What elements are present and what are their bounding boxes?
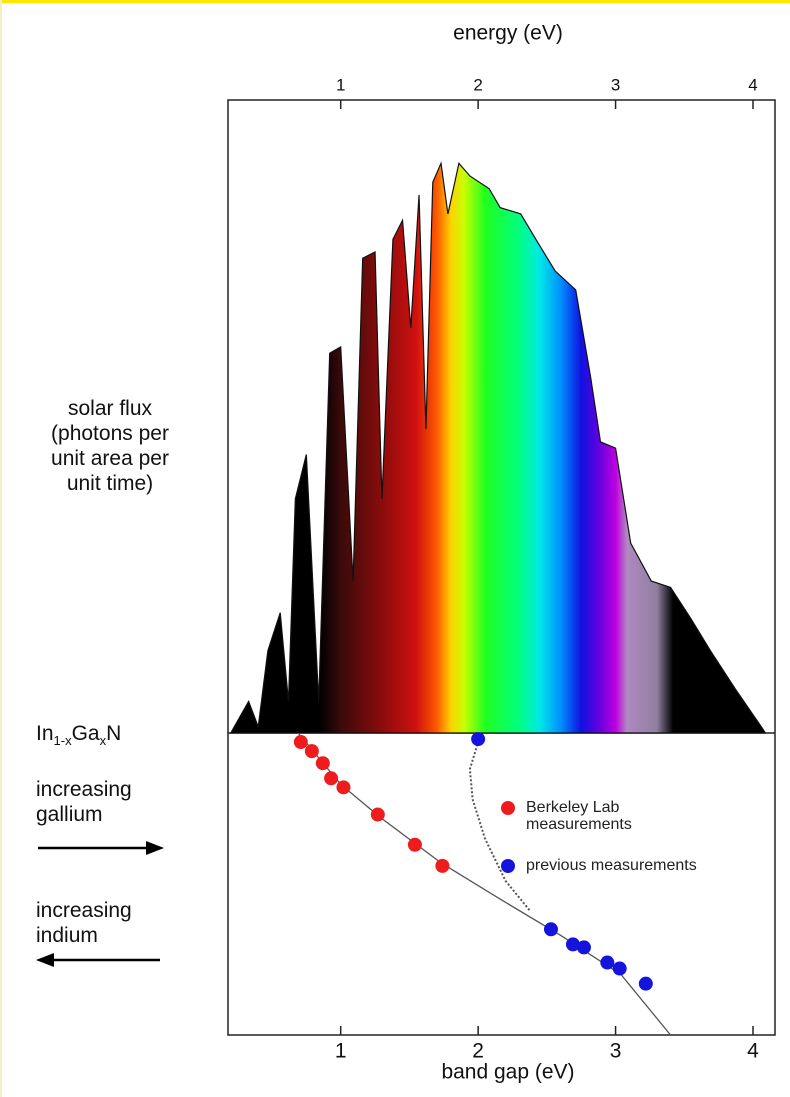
legend-label: previous measurements (526, 857, 697, 874)
data-point (407, 837, 422, 852)
annotation: increasing gallium (36, 778, 132, 826)
fit-curve (297, 732, 672, 1036)
material-part: N (106, 722, 122, 745)
material-part: Ga (71, 722, 100, 745)
data-point (435, 858, 450, 873)
x-tick-label: 3 (611, 75, 620, 94)
x-tick-label: 4 (747, 1040, 759, 1063)
legend-marker (501, 801, 515, 815)
data-point (565, 937, 580, 952)
x-tick-label: 4 (748, 75, 757, 94)
fit-curve (468, 732, 532, 912)
data-point (471, 732, 486, 747)
data-point (324, 771, 339, 786)
material-part: x (99, 733, 107, 749)
material-part: In (36, 722, 54, 745)
left-border (0, 0, 2, 1097)
legend-label: Berkeley Lab measurements (526, 799, 632, 833)
plot-frame (227, 99, 776, 1036)
data-point (370, 807, 385, 822)
data-point (304, 744, 319, 759)
data-point (638, 976, 653, 991)
arrow-left-head (36, 953, 54, 967)
x-tick-label: 3 (610, 1040, 622, 1063)
data-point (293, 735, 308, 750)
data-point (600, 955, 615, 970)
spectrum-area (229, 161, 767, 734)
data-point (576, 940, 591, 955)
material-part: 1-x (53, 733, 72, 749)
data-point (612, 961, 627, 976)
bottom-axis-title: band gap (eV) (441, 1061, 574, 1084)
data-point (543, 922, 558, 937)
top-axis-title: energy (eV) (453, 22, 563, 45)
x-tick-label: 1 (335, 1040, 347, 1063)
legend-marker (501, 859, 515, 873)
x-tick-label: 1 (336, 75, 345, 94)
top-border (0, 0, 790, 3)
data-point (336, 780, 351, 795)
annotation: increasing indium (36, 899, 132, 947)
x-tick-label: 2 (472, 1040, 484, 1063)
x-tick-label: 2 (473, 75, 482, 94)
y-axis-title: solar flux (photons per unit area per un… (51, 397, 169, 495)
material-label: In1-xGaxN (36, 721, 121, 753)
arrow-right-head (146, 841, 164, 855)
data-point (315, 756, 330, 771)
